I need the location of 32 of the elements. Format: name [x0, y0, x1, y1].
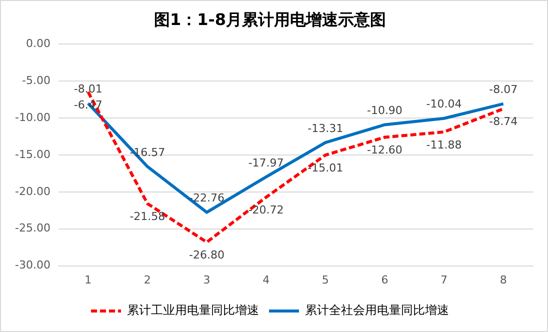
- data-label: -8.74: [489, 115, 518, 128]
- y-tick-label: -5.00: [22, 74, 50, 87]
- y-tick-label: -30.00: [14, 258, 50, 272]
- y-tick-label: -20.00: [14, 184, 50, 198]
- data-label: -17.97: [248, 156, 284, 170]
- data-label: -13.31: [308, 122, 344, 135]
- data-label: -20.72: [248, 204, 284, 217]
- data-label: -12.60: [366, 144, 402, 157]
- y-tick-label: 0.00: [26, 37, 50, 50]
- data-label: -22.76: [189, 192, 224, 205]
- data-label: -26.80: [189, 248, 224, 262]
- x-tick-label: 5: [322, 273, 329, 286]
- y-tick-label: -10.00: [14, 110, 50, 124]
- data-label: -8.07: [489, 83, 518, 96]
- data-label: -11.88: [426, 138, 462, 152]
- data-label: -10.90: [366, 104, 402, 118]
- chart-title: 图1：1-8月累计用电增速示意图: [154, 10, 386, 29]
- legend-label: 累计全社会用电量同比增速: [305, 303, 449, 318]
- data-label: -21.58: [130, 210, 166, 223]
- x-tick-label: 4: [262, 273, 270, 286]
- y-tick-label: -25.00: [14, 222, 50, 235]
- y-tick-label: -15.00: [14, 148, 50, 161]
- data-label: -8.01: [74, 82, 102, 96]
- x-tick-label: 7: [440, 273, 448, 286]
- data-label: -15.01: [308, 161, 344, 174]
- x-tick-label: 3: [203, 273, 210, 286]
- x-tick-label: 8: [500, 273, 507, 286]
- legend-label: 累计工业用电量同比增速: [127, 303, 259, 318]
- x-tick-label: 1: [84, 273, 92, 286]
- x-tick-label: 2: [144, 273, 151, 286]
- data-label: -10.04: [426, 98, 462, 111]
- x-tick-label: 6: [381, 273, 388, 286]
